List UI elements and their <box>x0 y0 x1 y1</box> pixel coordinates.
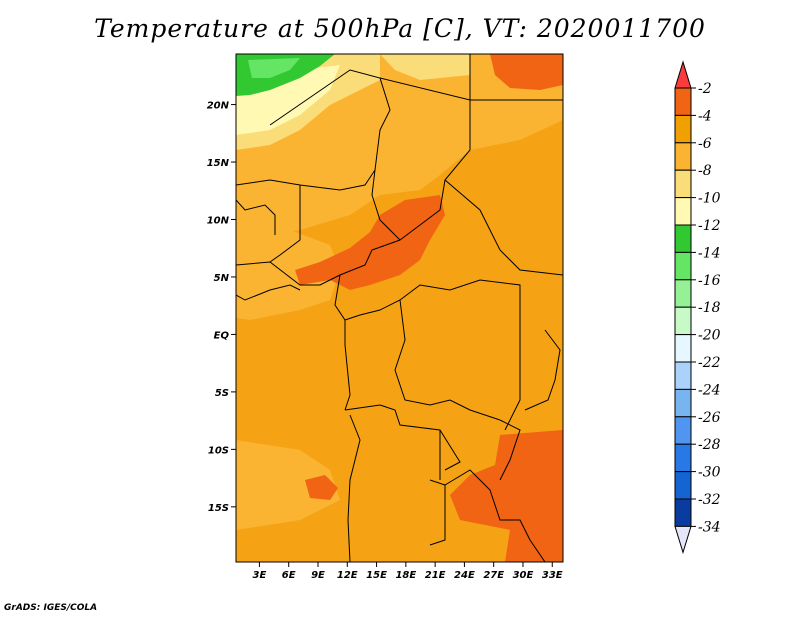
latitude-axis: 20N 15N 10N 5N EQ 5S 10S 15S <box>207 101 236 514</box>
colorbar-label: -6 <box>698 136 712 152</box>
colorbar-label: -24 <box>698 382 721 398</box>
lat-tick-label: 15N <box>207 158 230 169</box>
lat-tick-label: EQ <box>214 330 230 341</box>
field-region-minus4-central <box>295 195 445 290</box>
lat-tick-label: 20N <box>207 101 230 112</box>
colorbar-label: -30 <box>698 465 721 481</box>
colorbar-label: -20 <box>698 328 721 344</box>
lat-tick-label: 5N <box>214 273 230 284</box>
field-region-minus4-ne <box>490 54 563 90</box>
colorbar-swatch <box>674 498 692 527</box>
colorbar-swatch <box>674 416 692 445</box>
colorbar-swatch <box>674 361 692 390</box>
colorbar-swatch <box>674 87 692 116</box>
colorbar-label: -32 <box>698 492 721 508</box>
lon-tick-label: 3E <box>253 570 267 581</box>
colorbar-label: -14 <box>698 245 721 261</box>
colorbar-swatch <box>674 251 692 281</box>
colorbar-label: -10 <box>698 191 721 207</box>
lon-tick-label: 33E <box>542 570 563 581</box>
colorbar-swatch <box>674 279 692 308</box>
lon-tick-label: 30E <box>513 570 534 581</box>
colorbar-label: -28 <box>698 437 721 453</box>
colorbar-label: -16 <box>698 273 721 289</box>
shaded-field <box>236 54 563 562</box>
colorbar-swatch <box>674 114 692 144</box>
lon-tick-label: 18E <box>395 570 416 581</box>
lat-tick-label: 10N <box>207 216 230 227</box>
lon-tick-label: 24E <box>454 570 475 581</box>
colorbar-swatch <box>674 224 692 253</box>
longitude-axis: 3E 6E 9E 12E 15E 18E 21E 24E 27E 30E 33E <box>253 562 563 581</box>
colorbar-swatch <box>674 443 692 473</box>
colorbar-top-arrow <box>674 60 692 89</box>
colorbar-bottom-arrow <box>674 525 692 555</box>
colorbar-swatch <box>674 306 692 336</box>
plot-frame <box>235 53 564 563</box>
colorbar-swatch <box>674 142 692 171</box>
field-region-minus4-spot <box>305 475 338 500</box>
colorbar-label: -2 <box>698 81 712 97</box>
colorbar-label: -34 <box>698 519 721 535</box>
lon-tick-label: 12E <box>337 570 358 581</box>
country-borders <box>236 54 563 562</box>
lat-tick-label: 15S <box>208 503 229 514</box>
lon-tick-label: 21E <box>425 570 446 581</box>
colorbar-swatch <box>674 197 692 226</box>
colorbar-swatch <box>674 334 692 363</box>
field-region-minus4-se <box>450 430 563 562</box>
colorbar-label: -18 <box>698 300 721 316</box>
field-region-minus8-congo <box>236 228 340 320</box>
colorbar-swatch <box>674 169 692 199</box>
colorbar-swatch <box>674 471 692 500</box>
colorbar-label: -22 <box>698 355 721 371</box>
credit-label: GrADS: IGES/COLA <box>4 603 98 613</box>
field-region-minus8-south <box>236 440 340 530</box>
lon-tick-label: 27E <box>483 570 504 581</box>
colorbar-label: -12 <box>698 218 721 234</box>
lon-tick-label: 6E <box>282 570 296 581</box>
colorbar-label: -26 <box>698 410 721 426</box>
lat-tick-label: 5S <box>215 388 229 399</box>
field-region-minus16 <box>248 58 300 78</box>
map-title: Temperature at 500hPa [C], VT: 202001170… <box>94 14 706 43</box>
field-region-minus10-ne <box>380 54 470 80</box>
lon-tick-label: 9E <box>311 570 325 581</box>
colorbar: -2 -4 -6 -8 -10 -12 -14 -16 -18 -20 -22 -24 -26 -28 -3… <box>674 60 721 555</box>
colorbar-swatch <box>674 388 692 418</box>
colorbar-label: -4 <box>698 108 712 124</box>
lon-tick-label: 15E <box>366 570 387 581</box>
lat-tick-label: 10S <box>208 445 229 456</box>
colorbar-label: -8 <box>698 163 712 179</box>
